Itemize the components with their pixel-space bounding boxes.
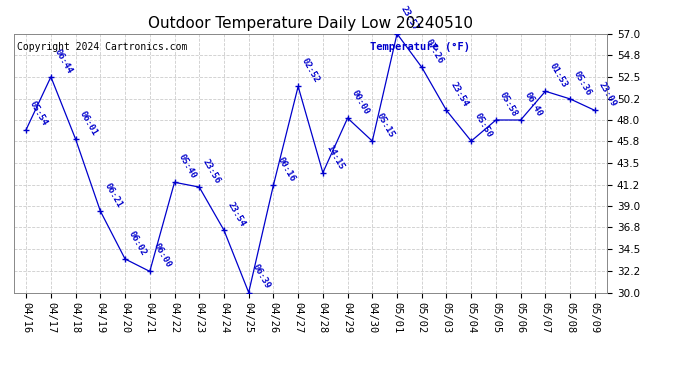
Text: 07:26: 07:26 bbox=[424, 38, 445, 65]
Text: 23:56: 23:56 bbox=[201, 158, 222, 185]
Text: 06:39: 06:39 bbox=[250, 263, 272, 291]
Text: 01:53: 01:53 bbox=[547, 62, 569, 89]
Text: 23:57: 23:57 bbox=[399, 4, 420, 32]
Text: 23:54: 23:54 bbox=[226, 201, 247, 228]
Text: 05:40: 05:40 bbox=[177, 153, 198, 180]
Text: 06:01: 06:01 bbox=[77, 110, 99, 137]
Text: 05:15: 05:15 bbox=[374, 111, 395, 139]
Text: Temperature (°F): Temperature (°F) bbox=[370, 42, 470, 51]
Text: Copyright 2024 Cartronics.com: Copyright 2024 Cartronics.com bbox=[17, 42, 187, 51]
Text: 05:50: 05:50 bbox=[473, 111, 495, 139]
Text: 06:44: 06:44 bbox=[53, 47, 74, 75]
Text: 00:00: 00:00 bbox=[350, 88, 371, 116]
Text: 05:36: 05:36 bbox=[572, 69, 593, 97]
Title: Outdoor Temperature Daily Low 20240510: Outdoor Temperature Daily Low 20240510 bbox=[148, 16, 473, 31]
Text: 00:16: 00:16 bbox=[275, 156, 297, 183]
Text: 06:02: 06:02 bbox=[127, 229, 148, 257]
Text: 06:21: 06:21 bbox=[102, 182, 124, 209]
Text: 06:00: 06:00 bbox=[152, 242, 173, 270]
Text: 23:09: 23:09 bbox=[597, 81, 618, 108]
Text: 02:52: 02:52 bbox=[300, 57, 322, 84]
Text: 05:54: 05:54 bbox=[28, 100, 50, 128]
Text: 14:15: 14:15 bbox=[325, 143, 346, 171]
Text: 06:40: 06:40 bbox=[522, 90, 544, 118]
Text: 05:58: 05:58 bbox=[498, 90, 519, 118]
Text: 23:54: 23:54 bbox=[448, 81, 470, 108]
